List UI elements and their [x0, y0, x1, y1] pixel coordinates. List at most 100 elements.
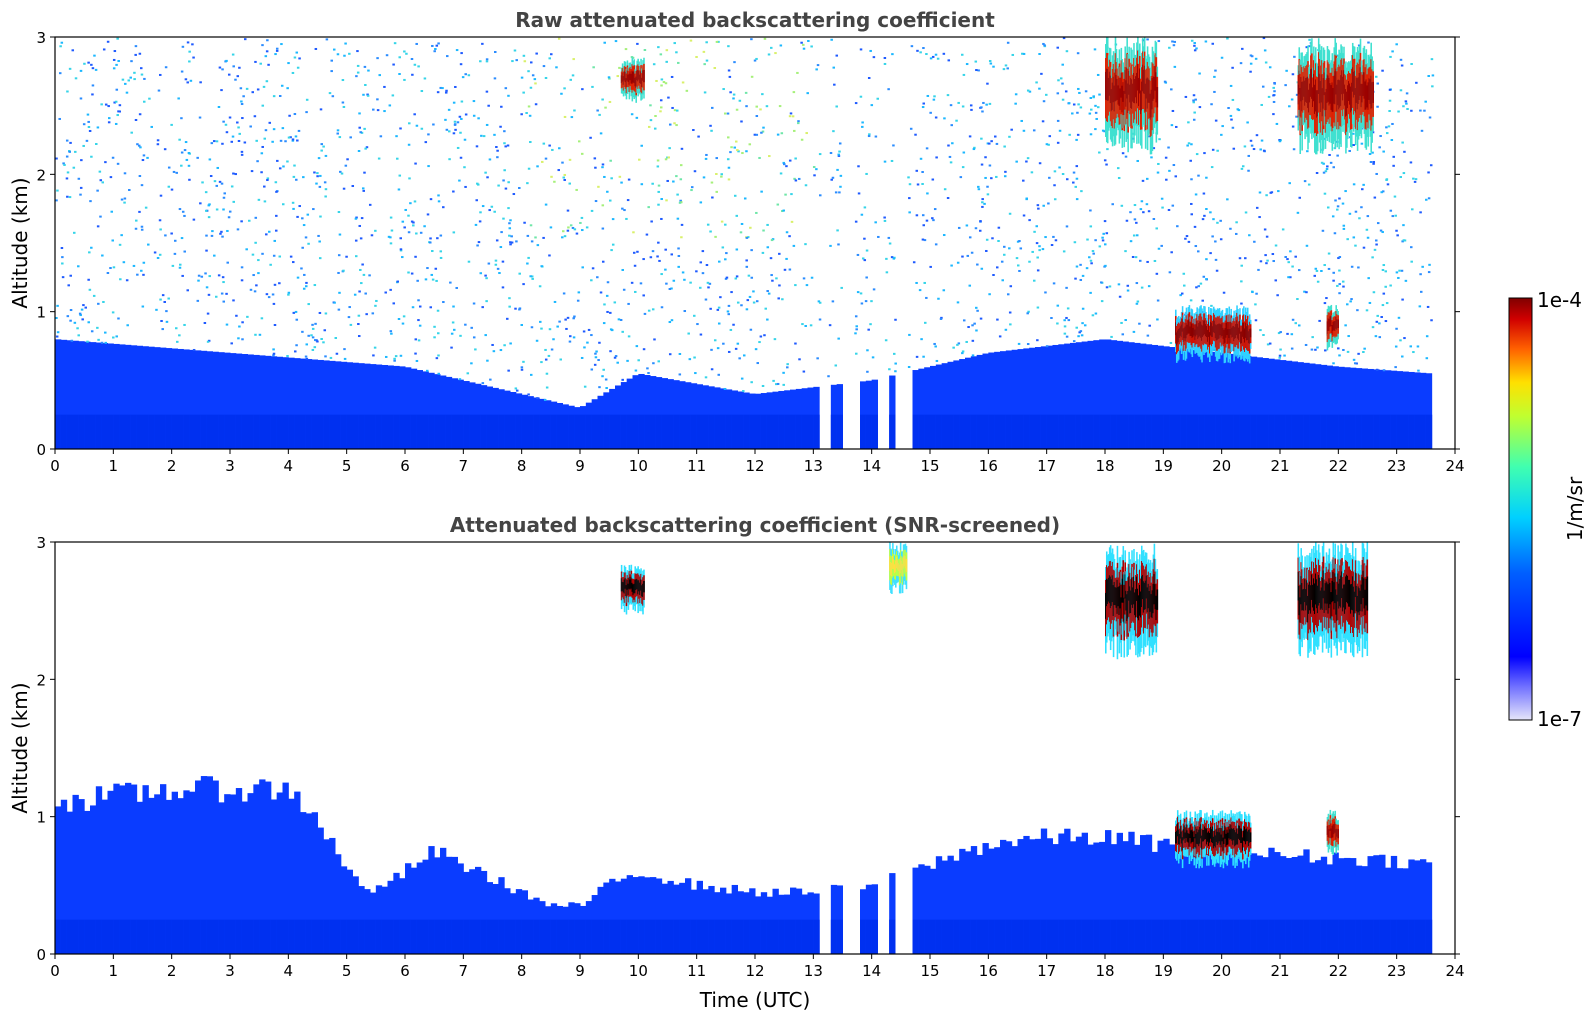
noise-speck	[1079, 278, 1083, 281]
noise-speck	[1077, 103, 1080, 106]
feature-center	[1305, 77, 1307, 102]
noise-speck	[69, 141, 72, 144]
boundary-layer-base	[1291, 414, 1298, 449]
noise-speck	[338, 291, 341, 294]
noise-speck	[267, 63, 270, 66]
noise-speck	[1065, 178, 1069, 181]
noise-speck	[978, 229, 982, 232]
feature-center	[1337, 829, 1339, 839]
noise-speck	[649, 104, 652, 107]
noise-speck	[925, 296, 928, 299]
noise-speck	[337, 254, 341, 257]
noise-speck	[301, 246, 304, 249]
feature-center	[1320, 587, 1323, 609]
noise-speck	[1084, 90, 1088, 93]
noise-speck	[494, 259, 498, 262]
feature-center	[1306, 77, 1308, 103]
noise-speck	[883, 216, 886, 219]
noise-speck	[100, 103, 103, 106]
noise-speck	[860, 213, 864, 216]
noise-speck	[544, 358, 548, 361]
noise-speck	[635, 345, 639, 348]
boundary-layer-base	[597, 414, 604, 449]
noise-speck	[534, 236, 537, 239]
boundary-layer-column	[865, 884, 873, 954]
noise-speck	[175, 171, 178, 174]
noise-speck	[138, 175, 142, 178]
boundary-layer-column	[1291, 857, 1298, 954]
noise-speck	[1211, 42, 1215, 45]
boundary-layer-base	[142, 919, 149, 954]
noise-speck	[268, 230, 271, 233]
feature-center	[1216, 324, 1219, 341]
noise-speck	[1193, 49, 1197, 52]
noise-speck	[278, 95, 282, 98]
boundary-layer-column	[55, 339, 62, 449]
boundary-layer-column	[1058, 344, 1065, 449]
boundary-layer-base	[189, 414, 196, 449]
noise-speck	[1384, 320, 1388, 323]
noise-speck	[1389, 284, 1392, 287]
noise-speck	[1022, 129, 1026, 132]
noise-speck	[275, 47, 279, 50]
noise-speck	[755, 105, 758, 108]
noise-speck	[81, 318, 84, 321]
noise-speck	[55, 317, 58, 320]
feature-center	[1349, 579, 1351, 607]
noise-speck	[224, 123, 228, 126]
noise-speck	[158, 253, 162, 256]
noise-speck	[222, 281, 225, 284]
boundary-layer-column	[1157, 345, 1164, 449]
noise-speck	[1254, 303, 1257, 306]
noise-speck	[458, 378, 462, 381]
boundary-layer-base	[1157, 919, 1164, 954]
noise-speck	[790, 220, 794, 223]
noise-speck	[929, 111, 932, 114]
noise-speck	[610, 329, 614, 332]
noise-speck	[1344, 190, 1347, 193]
noise-speck	[1202, 192, 1206, 195]
boundary-layer-base	[836, 919, 843, 954]
noise-speck	[310, 334, 313, 337]
noise-speck	[637, 359, 640, 362]
noise-speck	[992, 274, 995, 277]
noise-speck	[322, 341, 325, 344]
noise-speck	[1170, 88, 1173, 91]
noise-speck	[1042, 100, 1046, 103]
noise-speck	[1381, 268, 1385, 271]
noise-speck	[486, 359, 489, 362]
noise-speck	[1241, 47, 1244, 50]
feature-center	[642, 583, 644, 597]
noise-speck	[611, 218, 615, 221]
boundary-layer-base	[982, 919, 989, 954]
boundary-layer-column	[1081, 832, 1088, 954]
noise-speck	[383, 85, 386, 88]
boundary-layer-base	[976, 414, 983, 449]
noise-speck	[1284, 255, 1287, 258]
noise-speck	[534, 103, 538, 106]
noise-speck	[907, 366, 911, 369]
noise-speck	[1101, 239, 1105, 242]
noise-speck	[1035, 242, 1039, 245]
noise-speck	[942, 234, 946, 237]
noise-speck	[961, 53, 964, 56]
noise-speck	[619, 318, 623, 321]
noise-speck	[272, 128, 276, 131]
noise-speck	[549, 226, 553, 229]
boundary-layer-base	[364, 919, 371, 954]
feature-center	[1244, 328, 1246, 343]
boundary-layer-column	[941, 363, 948, 449]
feature-center	[1129, 586, 1131, 614]
noise-speck	[715, 40, 719, 43]
noise-speck	[1038, 87, 1041, 90]
boundary-layer-column	[1005, 841, 1013, 954]
feature-center	[1341, 70, 1343, 95]
boundary-layer-column	[90, 342, 97, 449]
feature-center	[1198, 829, 1200, 847]
noise-speck	[834, 191, 838, 194]
boundary-layer-base	[90, 414, 97, 449]
feature-center	[641, 77, 643, 88]
boundary-layer-column	[189, 349, 196, 449]
noise-speck	[535, 52, 538, 55]
noise-speck	[1033, 279, 1036, 282]
